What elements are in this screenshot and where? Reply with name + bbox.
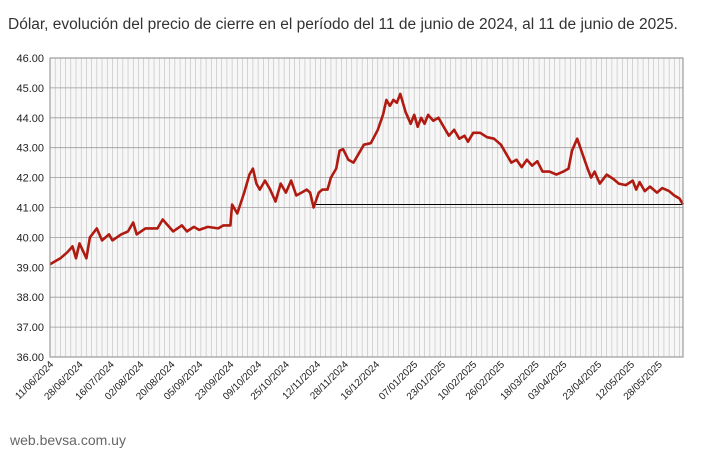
y-tick-label: 37.00 — [16, 322, 44, 334]
y-tick-label: 46.00 — [16, 53, 44, 65]
y-tick-label: 44.00 — [16, 113, 44, 125]
y-tick-label: 42.00 — [16, 173, 44, 185]
series-line — [49, 92, 685, 266]
y-tick-label: 45.00 — [16, 83, 44, 95]
y-tick-label: 41.00 — [16, 203, 44, 215]
chart-title: Dólar, evolución del precio de cierre en… — [8, 16, 678, 33]
y-tick-label: 38.00 — [16, 292, 44, 304]
plot-border — [49, 57, 684, 358]
y-axis-ticks: 46.00 45.00 44.00 43.00 42.00 41.00 40.00 39.00… — [16, 53, 44, 364]
y-tick-label: 40.00 — [16, 232, 44, 244]
grid-lines — [49, 57, 683, 358]
source-footer: web.bevsa.com.uy — [10, 432, 126, 448]
x-axis-ticks: 11/06/202428/06/202416/07/202402/08/2024… — [13, 359, 665, 402]
y-tick-label: 36.00 — [16, 352, 44, 364]
y-tick-label: 43.00 — [16, 143, 44, 155]
y-tick-label: 39.00 — [16, 262, 44, 274]
